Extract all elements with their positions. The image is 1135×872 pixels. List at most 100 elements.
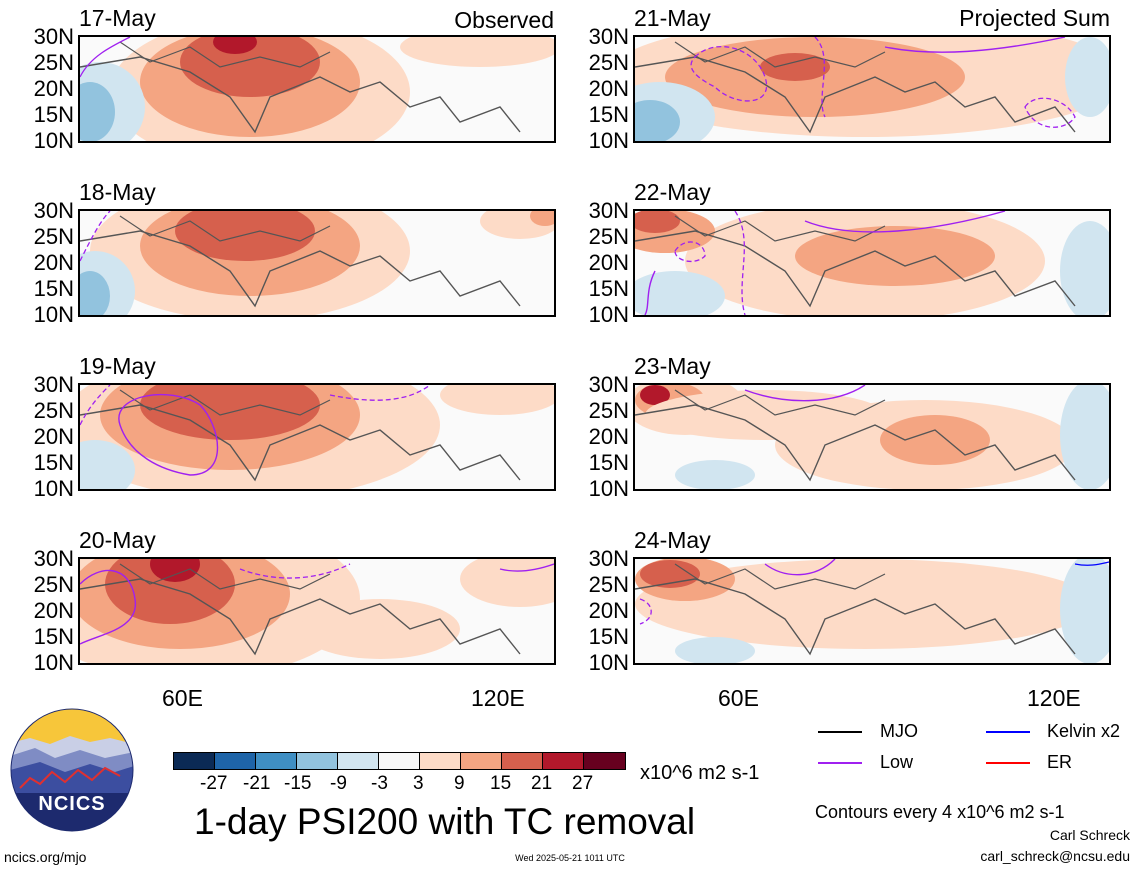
colorbar-swatch (378, 752, 420, 770)
lat-label: 25N (588, 224, 629, 249)
lat-label: 10N (588, 476, 629, 501)
lat-label: 30N (33, 198, 74, 223)
colorbar-label: 21 (531, 773, 553, 794)
ncics-logo: NCICS (10, 708, 134, 832)
lat-label: 25N (33, 572, 74, 597)
map-panel (78, 209, 556, 317)
lat-label: 10N (33, 476, 74, 501)
lat-label: 30N (588, 24, 629, 49)
panel-tag: Projected Sum (959, 5, 1110, 31)
lat-label: 15N (588, 276, 629, 301)
colorbar-label: -15 (284, 773, 312, 794)
lat-label: 20N (588, 424, 629, 449)
lon-label: 120E (1027, 685, 1081, 711)
colorbar-label: 15 (490, 773, 512, 794)
contour-note: Contours every 4 x10^6 m2 s-1 (815, 802, 1065, 822)
lon-label: 120E (471, 685, 525, 711)
lat-label: 20N (588, 598, 629, 623)
colorbar-swatch (460, 752, 502, 770)
colorbar-swatch (419, 752, 461, 770)
panel-date: 21-May (634, 5, 711, 31)
colorbar-swatch (583, 752, 626, 770)
lat-label: 25N (588, 572, 629, 597)
lat-label: 30N (33, 24, 74, 49)
lat-label: 10N (33, 650, 74, 675)
lat-label: 10N (588, 128, 629, 153)
lat-label: 10N (588, 650, 629, 675)
lon-label: 60E (162, 685, 203, 711)
lat-label: 15N (33, 624, 74, 649)
colorbar-swatch (173, 752, 215, 770)
colorbar-swatch (542, 752, 584, 770)
lat-label: 30N (33, 546, 74, 571)
panel-date: 24-May (634, 527, 711, 553)
lat-label: 15N (33, 276, 74, 301)
colorbar-label: -27 (200, 773, 228, 794)
lat-label: 20N (33, 76, 74, 101)
legend-line-kelvin (986, 731, 1030, 733)
lat-label: 30N (588, 372, 629, 397)
lat-label: 20N (588, 76, 629, 101)
map-panel (633, 35, 1111, 143)
legend-line-low (818, 762, 862, 764)
source-url[interactable]: ncics.org/mjo (4, 849, 87, 865)
panel-date: 23-May (634, 353, 711, 379)
colorbar-label: -9 (330, 773, 347, 794)
colorbar-label: 27 (572, 773, 594, 794)
map-panel (633, 557, 1111, 665)
colorbar-label: -3 (371, 773, 388, 794)
lat-label: 10N (33, 128, 74, 153)
figure-title: 1-day PSI200 with TC removal (194, 801, 696, 842)
panel-date: 18-May (79, 179, 156, 205)
lat-label: 30N (588, 198, 629, 223)
lat-label: 15N (588, 450, 629, 475)
lat-label: 20N (33, 424, 74, 449)
lat-label: 15N (588, 624, 629, 649)
map-panel (633, 209, 1111, 317)
lat-label: 20N (588, 250, 629, 275)
colorbar-units: x10^6 m2 s-1 (640, 762, 760, 784)
panel-date: 19-May (79, 353, 156, 379)
colorbar-swatch (255, 752, 297, 770)
legend-label: ER (1047, 752, 1073, 772)
lat-label: 10N (588, 302, 629, 327)
map-panel (78, 557, 556, 665)
panel-tag: Observed (454, 7, 554, 33)
lat-label: 15N (33, 450, 74, 475)
panel-date: 22-May (634, 179, 711, 205)
map-panel (78, 383, 556, 491)
lat-label: 25N (33, 50, 74, 75)
colorbar-swatch (214, 752, 256, 770)
lat-label: 20N (33, 598, 74, 623)
colorbar-swatch (501, 752, 543, 770)
colorbar (173, 752, 627, 772)
colorbar-swatch (337, 752, 379, 770)
colorbar-swatch (296, 752, 338, 770)
lat-label: 25N (588, 50, 629, 75)
lat-label: 15N (33, 102, 74, 127)
legend-label: Kelvin x2 (1047, 721, 1121, 741)
colorbar-label: -21 (243, 773, 271, 794)
colorbar-label: 3 (413, 773, 424, 794)
lat-label: 30N (33, 372, 74, 397)
legend-line-mjo (818, 731, 862, 733)
legend-label: MJO (880, 721, 918, 741)
lat-label: 10N (33, 302, 74, 327)
lat-label: 20N (33, 250, 74, 275)
author: Carl Schreck (1049, 827, 1130, 843)
logo-text: NCICS (38, 793, 106, 815)
map-panel (633, 383, 1111, 491)
lon-label: 60E (718, 685, 759, 711)
lat-label: 15N (588, 102, 629, 127)
panel-date: 17-May (79, 5, 156, 31)
lat-label: 25N (33, 224, 74, 249)
lat-label: 30N (588, 546, 629, 571)
legend-line-er (986, 762, 1030, 764)
lat-label: 25N (33, 398, 74, 423)
map-panel (78, 35, 556, 143)
colorbar-label: 9 (454, 773, 465, 794)
legend-label: Low (880, 752, 914, 772)
timestamp: Wed 2025-05-21 1011 UTC (515, 853, 625, 863)
lat-label: 25N (588, 398, 629, 423)
panel-date: 20-May (79, 527, 156, 553)
